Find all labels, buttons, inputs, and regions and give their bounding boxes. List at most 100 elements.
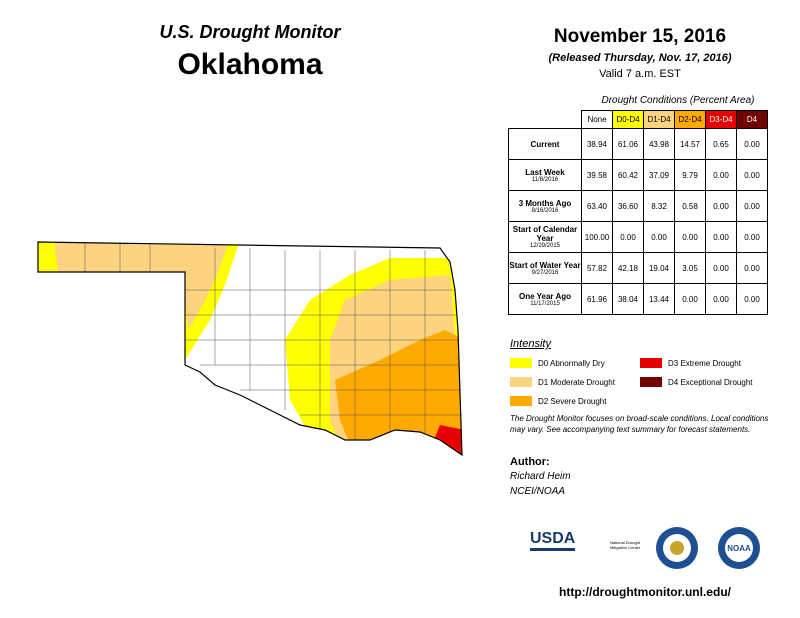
cell: 100.00 — [581, 221, 613, 253]
legend-label: D4 Exceptional Drought — [668, 377, 753, 387]
column-header: D4 — [736, 110, 768, 129]
cell: 0.00 — [736, 283, 768, 315]
row-label-text: Last Week — [525, 167, 565, 177]
legend-swatch — [510, 377, 532, 387]
column-header: None — [581, 110, 613, 129]
row-date: 9/27/2016 — [531, 269, 559, 276]
cell: 0.00 — [705, 283, 737, 315]
release-date: (Released Thursday, Nov. 17, 2016) — [548, 52, 732, 64]
map-subtitle: U.S. Drought Monitor — [159, 22, 341, 42]
cell: 0.00 — [736, 190, 768, 222]
row-label: Start of Calendar Year 12/29/2015 — [508, 221, 582, 253]
cell: 3.05 — [674, 252, 706, 284]
legend-item: D2 Severe Drought — [510, 396, 606, 406]
cell: 0.00 — [736, 221, 768, 253]
cell: 0.58 — [674, 190, 706, 222]
row-date: 8/16/2016 — [531, 207, 559, 214]
cell: 0.00 — [736, 252, 768, 284]
cell: 0.00 — [705, 190, 737, 222]
row-date: 11/17/2015 — [530, 300, 560, 307]
cell: 0.00 — [736, 159, 768, 191]
author-org: NCEI/NOAA — [510, 486, 566, 497]
cell: 0.65 — [705, 128, 737, 160]
cell: 13.44 — [643, 283, 675, 315]
cell: 39.58 — [581, 159, 613, 191]
cell: 42.18 — [612, 252, 644, 284]
cell: 0.00 — [736, 128, 768, 160]
cell: 0.00 — [705, 159, 737, 191]
noaa-logo: NOAA — [727, 544, 751, 553]
row-label-text: Start of Calendar Year — [512, 225, 578, 243]
legend-swatch — [510, 396, 532, 406]
map-title: Oklahoma — [177, 48, 323, 81]
table-row: Current 38.94 61.06 43.98 14.57 0.65 0.00 — [508, 128, 768, 160]
cell: 0.00 — [643, 221, 675, 253]
legend-title: Intensity — [510, 338, 551, 350]
cell: 0.00 — [674, 283, 706, 315]
cell: 60.42 — [612, 159, 644, 191]
legend-item: D0 Abnormally Dry — [510, 358, 605, 368]
legend-item: D3 Extreme Drought — [640, 358, 741, 368]
legend-swatch — [640, 358, 662, 368]
row-label-text: 3 Months Ago — [518, 198, 572, 208]
cell: 57.82 — [581, 252, 613, 284]
cell: 43.98 — [643, 128, 675, 160]
column-header: D1-D4 — [643, 110, 675, 129]
legend-swatch — [640, 377, 662, 387]
column-header: D2-D4 — [674, 110, 706, 129]
cell: 37.09 — [643, 159, 675, 191]
cell: 8.32 — [643, 190, 675, 222]
legend-label: D3 Extreme Drought — [668, 358, 741, 368]
legend-item: D4 Exceptional Drought — [640, 377, 753, 387]
row-label: One Year Ago 11/17/2015 — [508, 283, 582, 315]
cell: 0.00 — [674, 221, 706, 253]
valid-time: Valid 7 a.m. EST — [599, 68, 681, 80]
table-row: Start of Water Year 9/27/2016 57.82 42.18 19… — [508, 252, 768, 284]
table-row: One Year Ago 11/17/2015 61.96 38.04 13.44 0.0… — [508, 283, 768, 315]
row-date: 12/29/2015 — [529, 243, 561, 249]
author-label: Author: — [510, 456, 550, 468]
cell: 9.79 — [674, 159, 706, 191]
row-label: Last Week 11/8/2016 — [508, 159, 582, 191]
row-label: Start of Water Year 9/27/2016 — [508, 252, 582, 284]
column-header: D0-D4 — [612, 110, 644, 129]
url: http://droughtmonitor.unl.edu/ — [559, 585, 731, 599]
cell: 0.00 — [705, 221, 737, 253]
cell: 19.04 — [643, 252, 675, 284]
note: The Drought Monitor focuses on broad-sca… — [510, 414, 769, 434]
drought-areas — [38, 242, 462, 455]
ndmc-logo: National Drought Mitigation Center — [610, 540, 641, 550]
table-row: 3 Months Ago 8/16/2016 63.40 36.60 8.32 0.58 0… — [508, 190, 768, 222]
row-label-text: Start of Water Year — [509, 260, 581, 270]
date-title: November 15, 2016 — [553, 26, 727, 47]
row-label-text: One Year Ago — [518, 291, 572, 301]
corner — [509, 111, 582, 129]
cell: 61.96 — [581, 283, 613, 315]
legend-swatch — [510, 358, 532, 368]
cell: 61.06 — [612, 128, 644, 160]
cell: 0.00 — [612, 221, 644, 253]
legend-label: D1 Moderate Drought — [538, 377, 615, 387]
table-row: Last Week 11/8/2016 39.58 60.42 37.09 9.79 0.0… — [508, 159, 768, 191]
legend-item: D1 Moderate Drought — [510, 377, 615, 387]
cell: 38.94 — [581, 128, 613, 160]
table-row: Start of Calendar Year 12/29/2015 100.00 0.… — [508, 221, 768, 253]
map — [37, 241, 463, 457]
column-header: D3-D4 — [705, 110, 737, 129]
table-caption: Drought Conditions (Percent Area) — [601, 95, 755, 106]
row-date: 11/8/2016 — [531, 176, 559, 183]
seals: NOAA — [656, 527, 760, 569]
cell: 38.04 — [612, 283, 644, 315]
usda-logo: USDA — [530, 530, 576, 551]
cell: 0.00 — [705, 252, 737, 284]
header-row: None D0-D4 D1-D4 D2-D4 D3-D4 D4 — [509, 110, 768, 129]
cell: 63.40 — [581, 190, 613, 222]
row-label: 3 Months Ago 8/16/2016 — [508, 190, 582, 222]
author-name: Richard Heim — [510, 471, 571, 482]
conditions-table: None D0-D4 D1-D4 D2-D4 D3-D4 D4 Current 38.94 61… — [508, 110, 768, 315]
legend-label: D2 Severe Drought — [538, 396, 607, 406]
cell: 36.60 — [612, 190, 644, 222]
cell: 14.57 — [674, 128, 706, 160]
row-label-text: Current — [530, 139, 560, 149]
